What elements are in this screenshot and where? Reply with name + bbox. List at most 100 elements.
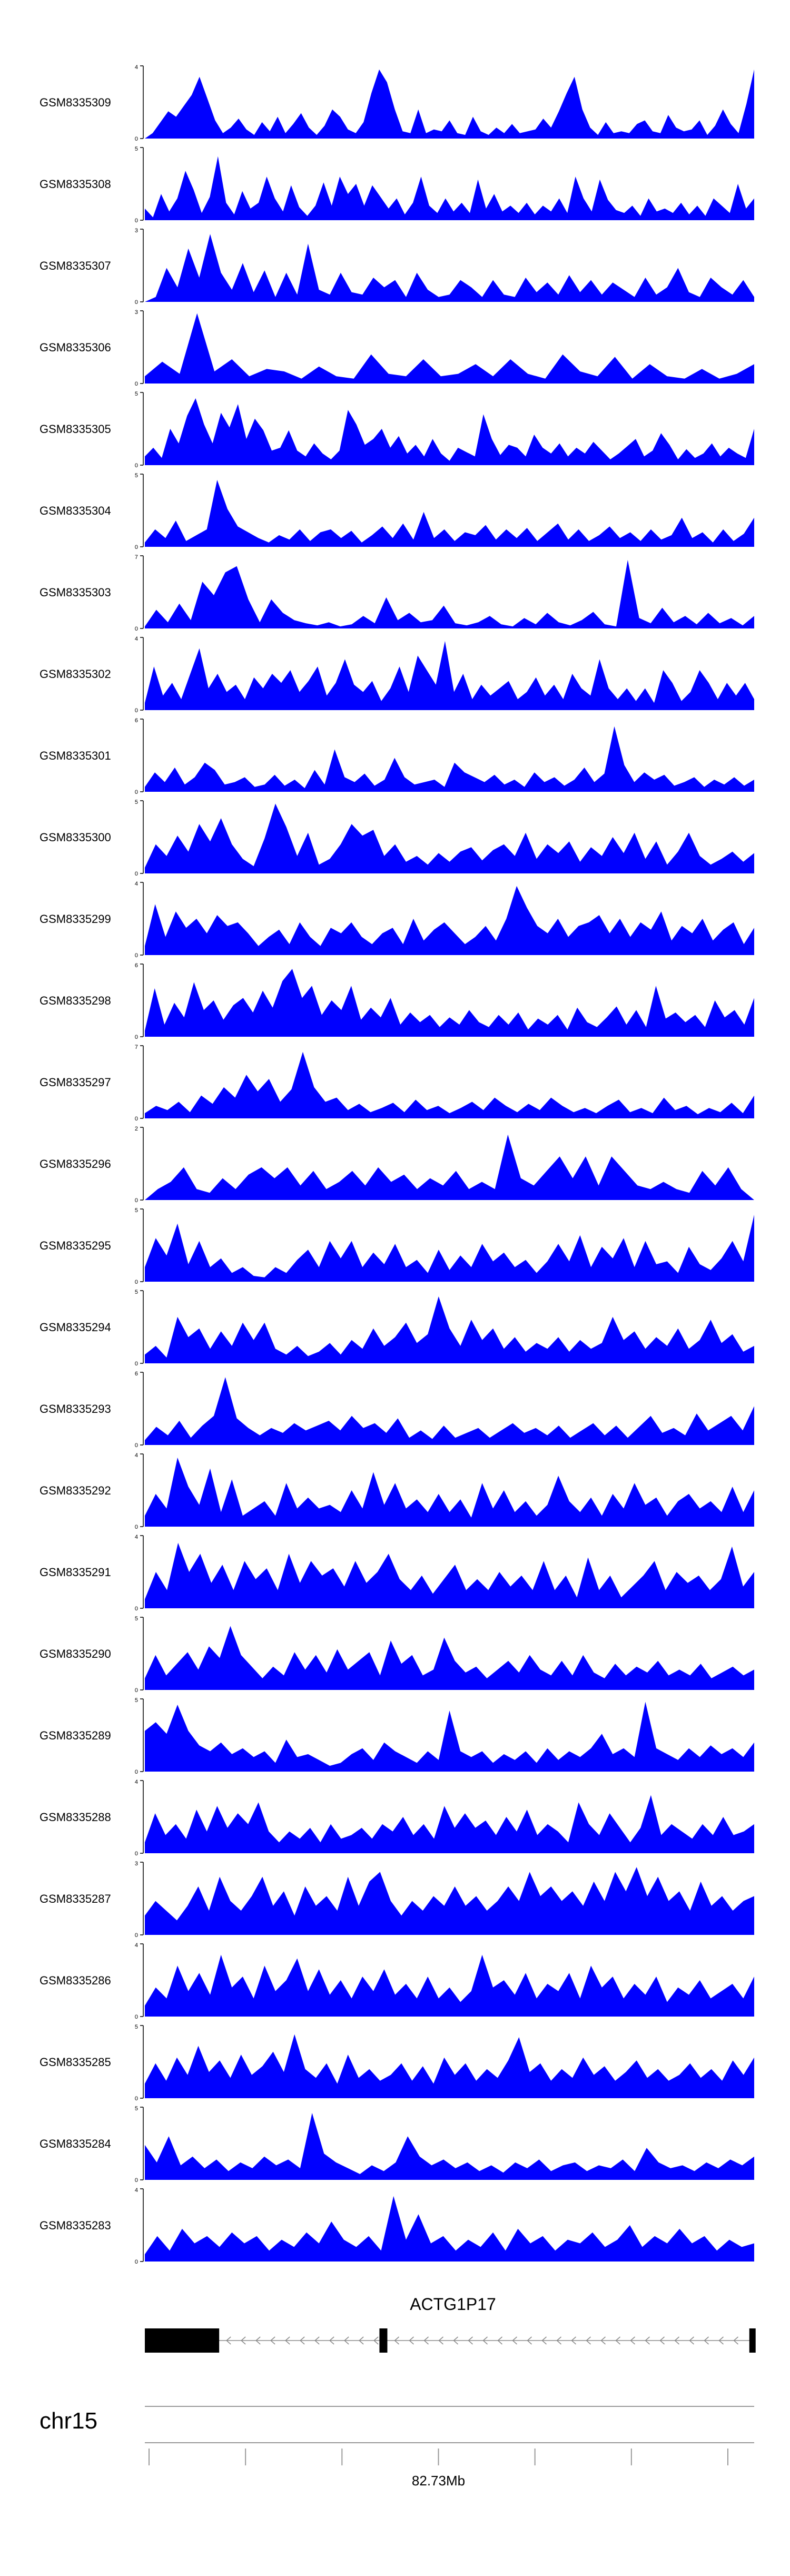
track-ymax-label: 4 [135, 1534, 138, 1540]
track-gsm8335306: GSM8335306 3 0 [39, 309, 754, 387]
track-ymax-label: 6 [135, 717, 138, 724]
track-gsm8335286: GSM8335286 4 0 [39, 1942, 754, 2020]
strand-arrow [373, 2336, 379, 2345]
track-ymax-label: 6 [135, 962, 138, 969]
track-ymin-label: 0 [135, 626, 138, 632]
track-ymin-label: 0 [135, 1606, 138, 1612]
track-ymax-label: 5 [135, 799, 138, 805]
track-label-gsm8335294: GSM8335294 [39, 1321, 111, 1334]
gene-track: ACTG1P17 [145, 2295, 756, 2353]
track-gsm8335307: GSM8335307 3 0 [39, 228, 754, 306]
track-gsm8335301: GSM8335301 6 0 [39, 717, 754, 795]
signal-area-gsm8335303 [145, 559, 754, 628]
strand-arrow [600, 2336, 606, 2345]
track-gsm8335285: GSM8335285 5 0 [39, 2024, 754, 2102]
track-ymax-label: 4 [135, 1942, 138, 1949]
track-ymax-label: 4 [135, 1452, 138, 1459]
track-ymin-label: 0 [135, 2177, 138, 2184]
track-ymin-label: 0 [135, 1687, 138, 1694]
signal-area-gsm8335304 [145, 480, 754, 547]
track-ymax-label: 7 [135, 1044, 138, 1050]
track-ymax-label: 3 [135, 1861, 138, 1867]
track-label-gsm8335308: GSM8335308 [39, 178, 111, 191]
track-ymax-label: 4 [135, 2187, 138, 2194]
signal-area-gsm8335284 [145, 2113, 754, 2180]
track-ymin-label: 0 [135, 1116, 138, 1122]
track-gsm8335287: GSM8335287 3 0 [39, 1861, 754, 1939]
strand-arrow [512, 2336, 517, 2345]
track-label-gsm8335305: GSM8335305 [39, 422, 111, 436]
track-ymin-label: 0 [135, 1279, 138, 1285]
strand-arrow [527, 2336, 532, 2345]
track-ymax-label: 5 [135, 391, 138, 397]
signal-area-gsm8335285 [145, 2034, 754, 2098]
signal-tracks: GSM833530940GSM833530850GSM833530730GSM8… [39, 64, 754, 2265]
track-label-gsm8335290: GSM8335290 [39, 1647, 111, 1660]
signal-area-gsm8335283 [145, 2196, 754, 2262]
track-label-gsm8335302: GSM8335302 [39, 667, 111, 681]
track-label-gsm8335297: GSM8335297 [39, 1076, 111, 1089]
strand-arrow [718, 2336, 724, 2345]
track-ymin-label: 0 [135, 1361, 138, 1367]
track-label-gsm8335301: GSM8335301 [39, 749, 111, 762]
signal-area-gsm8335286 [145, 1954, 754, 2017]
track-gsm8335284: GSM8335284 5 0 [39, 2106, 754, 2184]
signal-area-gsm8335291 [145, 1542, 754, 1608]
track-label-gsm8335309: GSM8335309 [39, 96, 111, 109]
track-ymin-label: 0 [135, 871, 138, 877]
track-gsm8335291: GSM8335291 4 0 [39, 1534, 754, 1612]
track-label-gsm8335286: GSM8335286 [39, 1974, 111, 1987]
strand-arrow [468, 2336, 473, 2345]
track-gsm8335308: GSM8335308 5 0 [39, 146, 754, 224]
track-gsm8335294: GSM8335294 5 0 [39, 1289, 754, 1367]
exon-3 [749, 2328, 756, 2353]
track-gsm8335288: GSM8335288 4 0 [39, 1779, 754, 1857]
strand-arrow [586, 2336, 591, 2345]
track-label-gsm8335304: GSM8335304 [39, 504, 111, 517]
track-ymax-label: 5 [135, 1289, 138, 1295]
track-ymin-label: 0 [135, 218, 138, 224]
strand-arrow [453, 2336, 458, 2345]
track-ymax-label: 5 [135, 1616, 138, 1622]
track-ymax-label: 5 [135, 2106, 138, 2112]
signal-area-gsm8335292 [145, 1457, 754, 1527]
signal-area-gsm8335288 [145, 1795, 754, 1853]
track-gsm8335296: GSM8335296 2 0 [39, 1126, 754, 1204]
track-label-gsm8335299: GSM8335299 [39, 912, 111, 926]
track-gsm8335300: GSM8335300 5 0 [39, 799, 754, 877]
strand-arrow [571, 2336, 576, 2345]
strand-arrow [285, 2336, 290, 2345]
strand-arrow [255, 2336, 261, 2345]
strand-arrow [423, 2336, 429, 2345]
track-ymin-label: 0 [135, 2259, 138, 2265]
chromosome-label: chr15 [39, 2408, 97, 2434]
track-gsm8335309: GSM8335309 4 0 [39, 64, 754, 142]
track-ymax-label: 5 [135, 1697, 138, 1704]
track-gsm8335292: GSM8335292 4 0 [39, 1452, 754, 1530]
track-ymin-label: 0 [135, 1442, 138, 1449]
genome-axis-ticks [149, 2449, 728, 2465]
strand-arrow [359, 2336, 364, 2345]
signal-area-gsm8335289 [145, 1702, 754, 1772]
track-gsm8335297: GSM8335297 7 0 [39, 1044, 754, 1122]
axis-tick-label: 82.73Mb [412, 2473, 465, 2489]
signal-area-gsm8335296 [145, 1134, 754, 1200]
genome-axis: 82.73Mb [145, 2442, 754, 2489]
track-label-gsm8335287: GSM8335287 [39, 1892, 111, 1905]
track-ymin-label: 0 [135, 1851, 138, 1857]
track-label-gsm8335306: GSM8335306 [39, 341, 111, 354]
strand-arrow [329, 2336, 334, 2345]
signal-area-gsm8335300 [145, 803, 754, 873]
signal-area-gsm8335307 [145, 234, 754, 302]
track-label-gsm8335307: GSM8335307 [39, 259, 111, 272]
strand-arrow [409, 2336, 414, 2345]
signal-area-gsm8335298 [145, 969, 754, 1037]
track-gsm8335303: GSM8335303 7 0 [39, 554, 754, 632]
track-gsm8335290: GSM8335290 5 0 [39, 1616, 754, 1694]
signal-area-gsm8335305 [145, 398, 754, 465]
track-ymin-label: 0 [135, 1932, 138, 1939]
track-ymin-label: 0 [135, 299, 138, 306]
exon-2 [379, 2328, 388, 2353]
signal-area-gsm8335306 [145, 313, 754, 384]
